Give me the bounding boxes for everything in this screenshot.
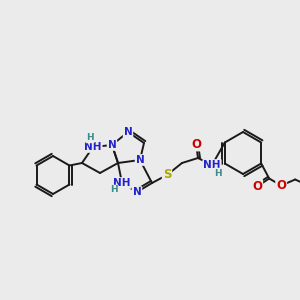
Text: O: O [276, 179, 286, 192]
Text: S: S [163, 169, 171, 182]
Text: H: H [110, 185, 118, 194]
Text: NH: NH [84, 142, 102, 152]
Text: H: H [86, 134, 94, 142]
Text: NH: NH [203, 160, 221, 170]
Text: NH: NH [113, 178, 131, 188]
Text: H: H [214, 169, 222, 178]
Text: N: N [124, 127, 132, 137]
Text: O: O [252, 180, 262, 193]
Text: N: N [108, 140, 116, 150]
Text: N: N [136, 155, 144, 165]
Text: O: O [191, 137, 201, 151]
Text: N: N [133, 187, 141, 197]
